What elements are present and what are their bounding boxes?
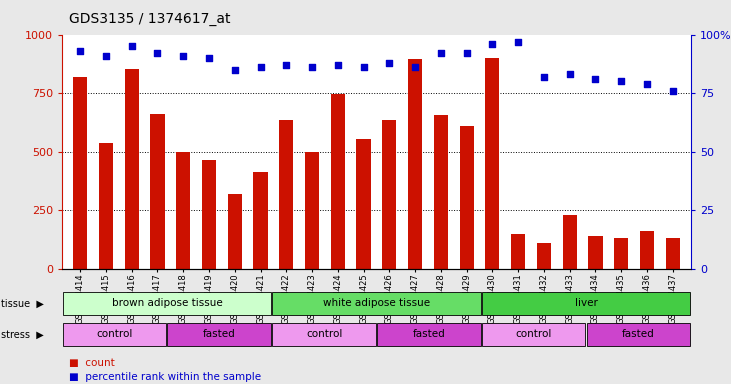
Bar <box>124 68 139 269</box>
Point <box>332 62 344 68</box>
Bar <box>99 144 113 269</box>
Point <box>538 74 550 80</box>
Bar <box>482 323 586 346</box>
Text: liver: liver <box>575 298 597 308</box>
Point <box>435 50 447 56</box>
Bar <box>666 238 680 269</box>
Bar <box>433 115 448 269</box>
Text: control: control <box>306 329 342 339</box>
Bar <box>408 59 423 269</box>
Point <box>151 50 163 56</box>
Bar <box>63 292 271 316</box>
Text: ■  count: ■ count <box>69 358 115 368</box>
Text: GDS3135 / 1374617_at: GDS3135 / 1374617_at <box>69 12 231 25</box>
Point <box>487 41 499 47</box>
Point <box>461 50 472 56</box>
Text: fasted: fasted <box>622 329 655 339</box>
Text: ■  percentile rank within the sample: ■ percentile rank within the sample <box>69 372 262 382</box>
Point <box>254 64 266 70</box>
Point <box>306 64 318 70</box>
Bar <box>640 231 654 269</box>
Point <box>357 64 369 70</box>
Bar <box>279 120 293 269</box>
Bar <box>202 160 216 269</box>
Bar <box>272 323 376 346</box>
Bar <box>272 292 481 316</box>
Point <box>203 55 215 61</box>
Point <box>281 62 292 68</box>
Bar <box>485 58 499 269</box>
Bar <box>254 172 268 269</box>
Bar <box>377 323 481 346</box>
Point <box>512 38 524 45</box>
Point <box>229 67 240 73</box>
Bar <box>382 120 396 269</box>
Point <box>75 48 86 54</box>
Point <box>590 76 602 82</box>
Point <box>178 53 189 59</box>
Text: white adipose tissue: white adipose tissue <box>323 298 430 308</box>
Bar <box>614 238 629 269</box>
Bar <box>176 152 190 269</box>
Bar <box>227 194 242 269</box>
Point <box>667 88 678 94</box>
Bar <box>73 77 87 269</box>
Point <box>564 71 575 78</box>
Bar <box>305 152 319 269</box>
Point <box>409 64 421 70</box>
Text: stress  ▶: stress ▶ <box>1 329 43 339</box>
Bar <box>563 215 577 269</box>
Point <box>641 81 653 87</box>
Bar <box>357 139 371 269</box>
Bar <box>511 233 526 269</box>
Bar <box>151 114 164 269</box>
Bar <box>586 323 690 346</box>
Point <box>384 60 395 66</box>
Point <box>126 43 137 50</box>
Text: control: control <box>96 329 133 339</box>
Bar <box>588 236 602 269</box>
Text: fasted: fasted <box>203 329 235 339</box>
Point <box>100 53 112 59</box>
Bar <box>330 94 345 269</box>
Text: fasted: fasted <box>412 329 445 339</box>
Bar <box>460 126 474 269</box>
Bar <box>167 323 271 346</box>
Text: tissue  ▶: tissue ▶ <box>1 299 44 309</box>
Text: control: control <box>515 329 552 339</box>
Bar <box>482 292 690 316</box>
Text: brown adipose tissue: brown adipose tissue <box>112 298 222 308</box>
Point <box>616 78 627 84</box>
Bar <box>63 323 167 346</box>
Bar <box>537 243 551 269</box>
